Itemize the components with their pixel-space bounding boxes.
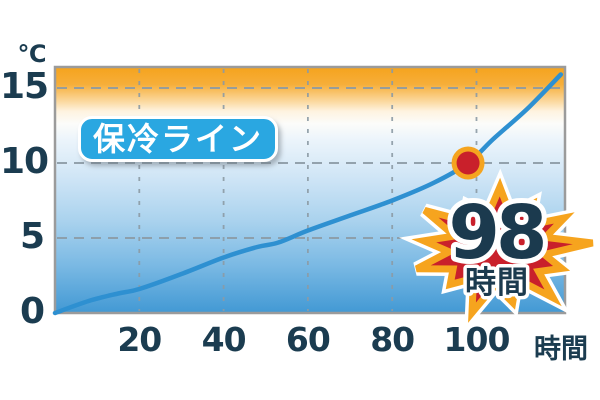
highlight-dot bbox=[456, 151, 480, 175]
cooling-line-label: 保冷ライン bbox=[78, 116, 278, 162]
starburst-shape bbox=[411, 177, 594, 323]
x-axis-unit-label: 時間 bbox=[534, 334, 588, 365]
burst-hours-unit: 時間 bbox=[465, 265, 529, 301]
y-tick-0: 0 bbox=[19, 291, 45, 332]
x-tick-40: 40 bbox=[201, 320, 247, 359]
plot-layer bbox=[52, 65, 567, 316]
x-tick-60: 60 bbox=[285, 320, 331, 359]
y-tick-5: 5 bbox=[19, 216, 45, 257]
burst-badge: 98 時間 bbox=[398, 168, 595, 334]
x-tick-100: 100 bbox=[443, 320, 511, 359]
x-tick-20: 20 bbox=[117, 320, 162, 359]
y-tick-10: 10 bbox=[0, 141, 49, 182]
burst-hours-value: 98 bbox=[449, 190, 544, 276]
x-tick-80: 80 bbox=[370, 320, 415, 359]
temperature-line bbox=[52, 72, 564, 316]
y-tick-15: 15 bbox=[0, 66, 49, 107]
y-axis-unit-label: ℃ bbox=[17, 40, 47, 68]
